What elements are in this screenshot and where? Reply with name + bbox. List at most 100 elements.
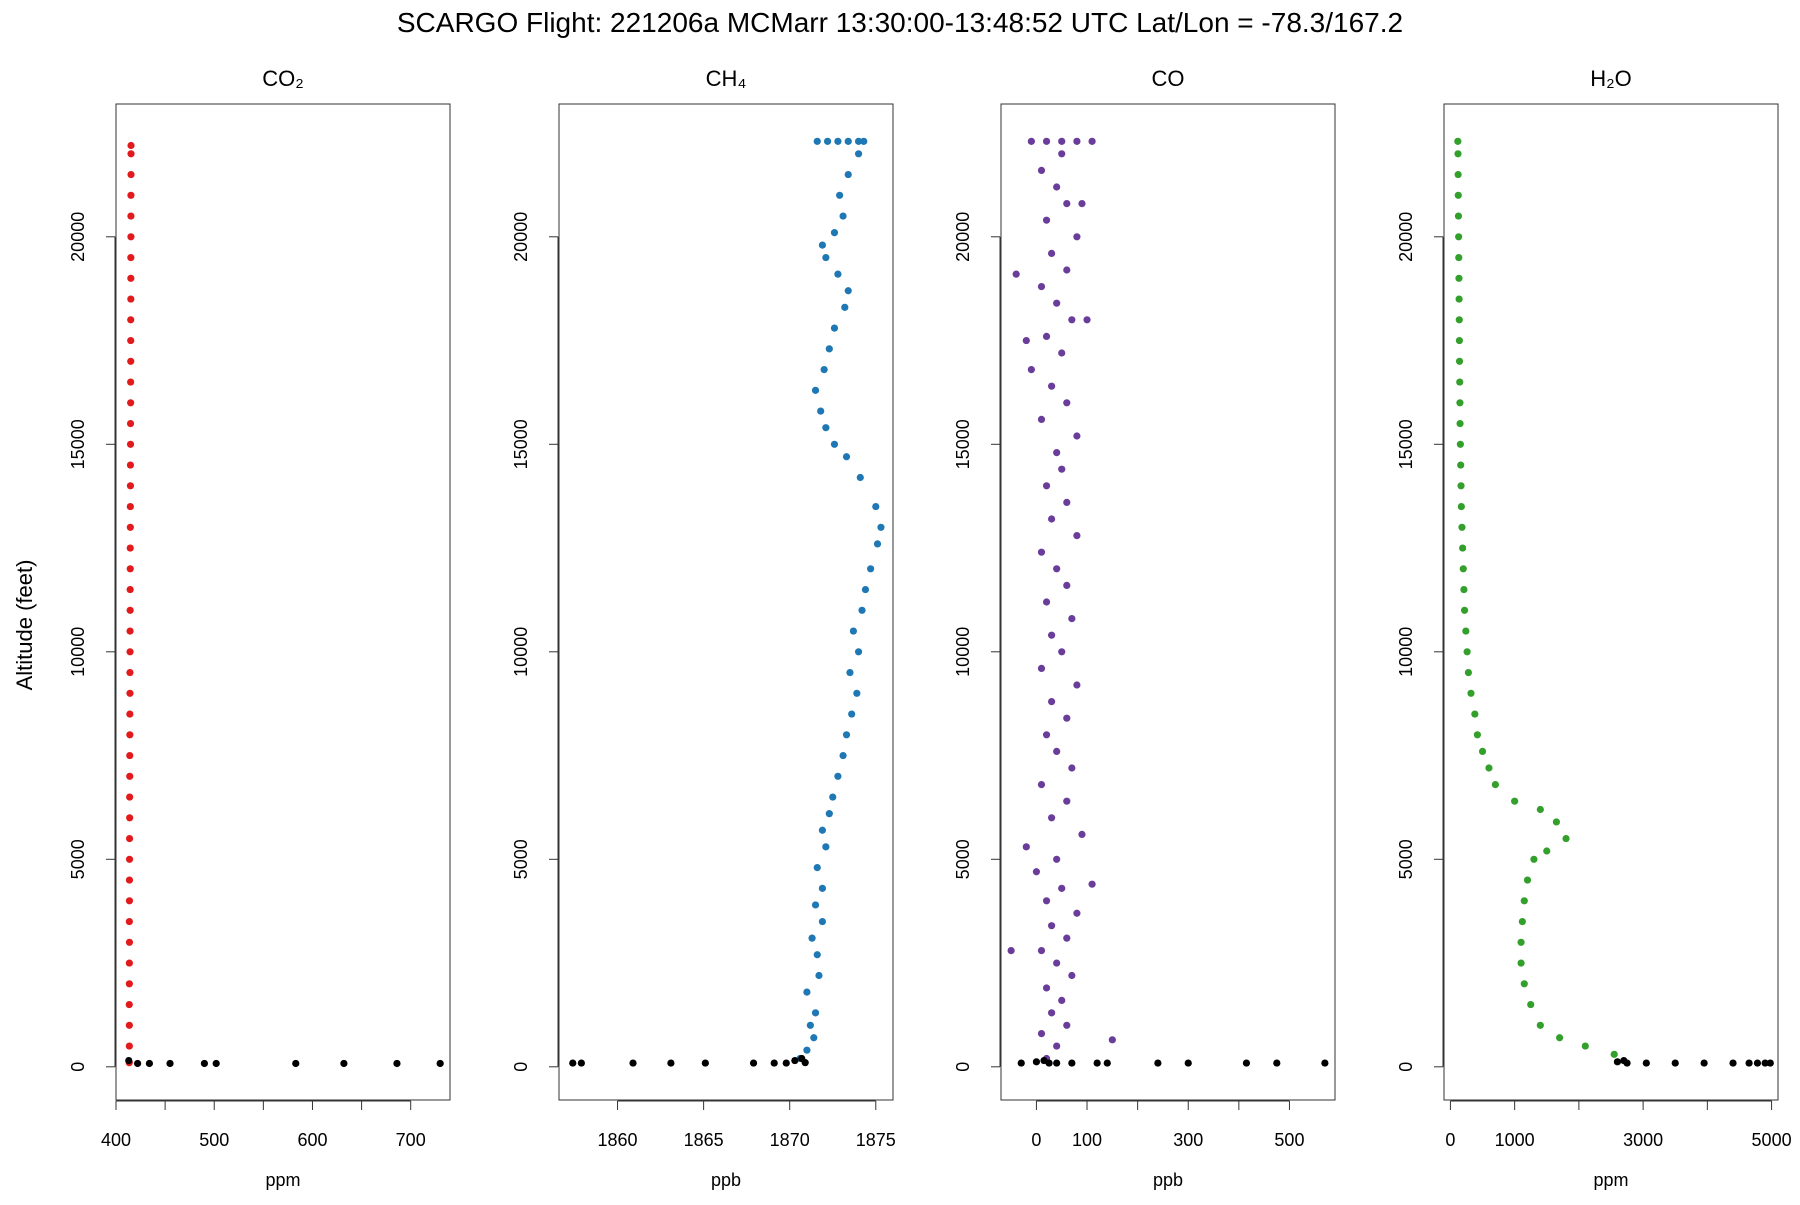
data-point (848, 710, 856, 718)
data-point (803, 988, 811, 996)
data-point (1032, 868, 1041, 876)
data-point (839, 751, 847, 760)
y-tick-label: 20000 (953, 212, 973, 262)
data-point (834, 137, 842, 145)
data-point (1053, 855, 1061, 863)
data-point (872, 502, 880, 511)
data-point (212, 1059, 220, 1068)
y-tick-label: 5000 (1396, 839, 1416, 879)
y-tick-label: 0 (68, 1062, 88, 1072)
data-point (853, 689, 861, 697)
data-point (1456, 399, 1464, 407)
data-point (1063, 200, 1071, 208)
data-point (813, 951, 821, 959)
data-point (1058, 884, 1066, 892)
data-point (860, 137, 868, 145)
data-point (813, 137, 821, 145)
data-point (126, 565, 134, 573)
y-tick-label: 20000 (68, 212, 88, 262)
data-point (1037, 1030, 1046, 1038)
data-point (803, 1046, 811, 1054)
data-point (841, 303, 849, 311)
panel-2: CH₄ ppb 1860 1865 1870 1875 0 5000 10000 15000 200… (511, 66, 896, 1190)
series-1 (796, 137, 885, 1063)
data-point (1063, 581, 1071, 590)
data-point (1527, 1000, 1535, 1009)
data-point (667, 1059, 675, 1067)
data-point (1042, 731, 1051, 739)
data-point (125, 1042, 133, 1050)
y-tick-label: 5000 (953, 839, 973, 879)
data-point (1063, 797, 1071, 805)
data-point (825, 345, 833, 353)
y-tick-label: 15000 (1396, 419, 1416, 469)
data-point (701, 1059, 709, 1067)
data-point (815, 971, 823, 980)
data-point (1671, 1059, 1679, 1067)
data-point (292, 1059, 300, 1068)
data-point (1456, 440, 1464, 448)
series-2 (569, 1054, 809, 1067)
data-point (126, 440, 135, 448)
data-point (126, 710, 134, 718)
y-tick-label: 15000 (68, 419, 88, 469)
data-point (1042, 332, 1051, 340)
data-point (436, 1059, 444, 1068)
data-point (126, 814, 134, 822)
data-point (1042, 216, 1051, 224)
data-point (823, 137, 832, 145)
data-point (1017, 1059, 1025, 1067)
data-point (1471, 710, 1479, 718)
y-tick-label: 5000 (511, 839, 531, 879)
data-point (1042, 137, 1051, 145)
data-point (1083, 316, 1091, 324)
data-point (127, 233, 135, 241)
data-point (1022, 336, 1030, 345)
data-point (1455, 336, 1464, 345)
data-point (1517, 959, 1525, 967)
data-point (839, 212, 847, 220)
plot-frame (1000, 103, 1336, 1101)
data-point (340, 1059, 348, 1068)
y-tick-label: 0 (511, 1062, 531, 1072)
data-point (125, 959, 133, 967)
panel-title: CO₂ (262, 66, 304, 91)
x-tick-label: 0 (1031, 1130, 1041, 1150)
data-point (1456, 378, 1464, 386)
data-point (1073, 137, 1081, 145)
data-point (1068, 615, 1076, 623)
data-point (125, 1056, 133, 1065)
data-point (127, 191, 135, 199)
data-point (1042, 984, 1051, 992)
data-point (1073, 909, 1081, 917)
data-point (1027, 366, 1035, 374)
data-point (1455, 295, 1463, 303)
data-point (813, 864, 821, 872)
data-point (126, 793, 134, 801)
data-point (1454, 170, 1462, 179)
data-point (1623, 1059, 1631, 1067)
x-axis-label: ppm (1593, 1170, 1628, 1190)
data-point (1007, 947, 1015, 955)
data-point (125, 1000, 133, 1009)
data-point (873, 540, 882, 548)
data-point (1459, 565, 1467, 573)
x-tick-label: 1860 (598, 1130, 638, 1150)
x-tick-label: 700 (396, 1130, 426, 1150)
data-point (125, 938, 134, 946)
data-point (1523, 876, 1532, 884)
data-point (200, 1059, 209, 1068)
data-point (1456, 419, 1464, 428)
data-point (842, 453, 851, 461)
data-point (1037, 166, 1046, 174)
data-point (1048, 1009, 1056, 1017)
data-point (808, 934, 816, 942)
data-point (1459, 544, 1467, 552)
data-point (1037, 548, 1046, 556)
data-point (1048, 922, 1056, 930)
data-point (1068, 316, 1076, 324)
data-point (569, 1059, 577, 1067)
data-point (126, 544, 134, 552)
